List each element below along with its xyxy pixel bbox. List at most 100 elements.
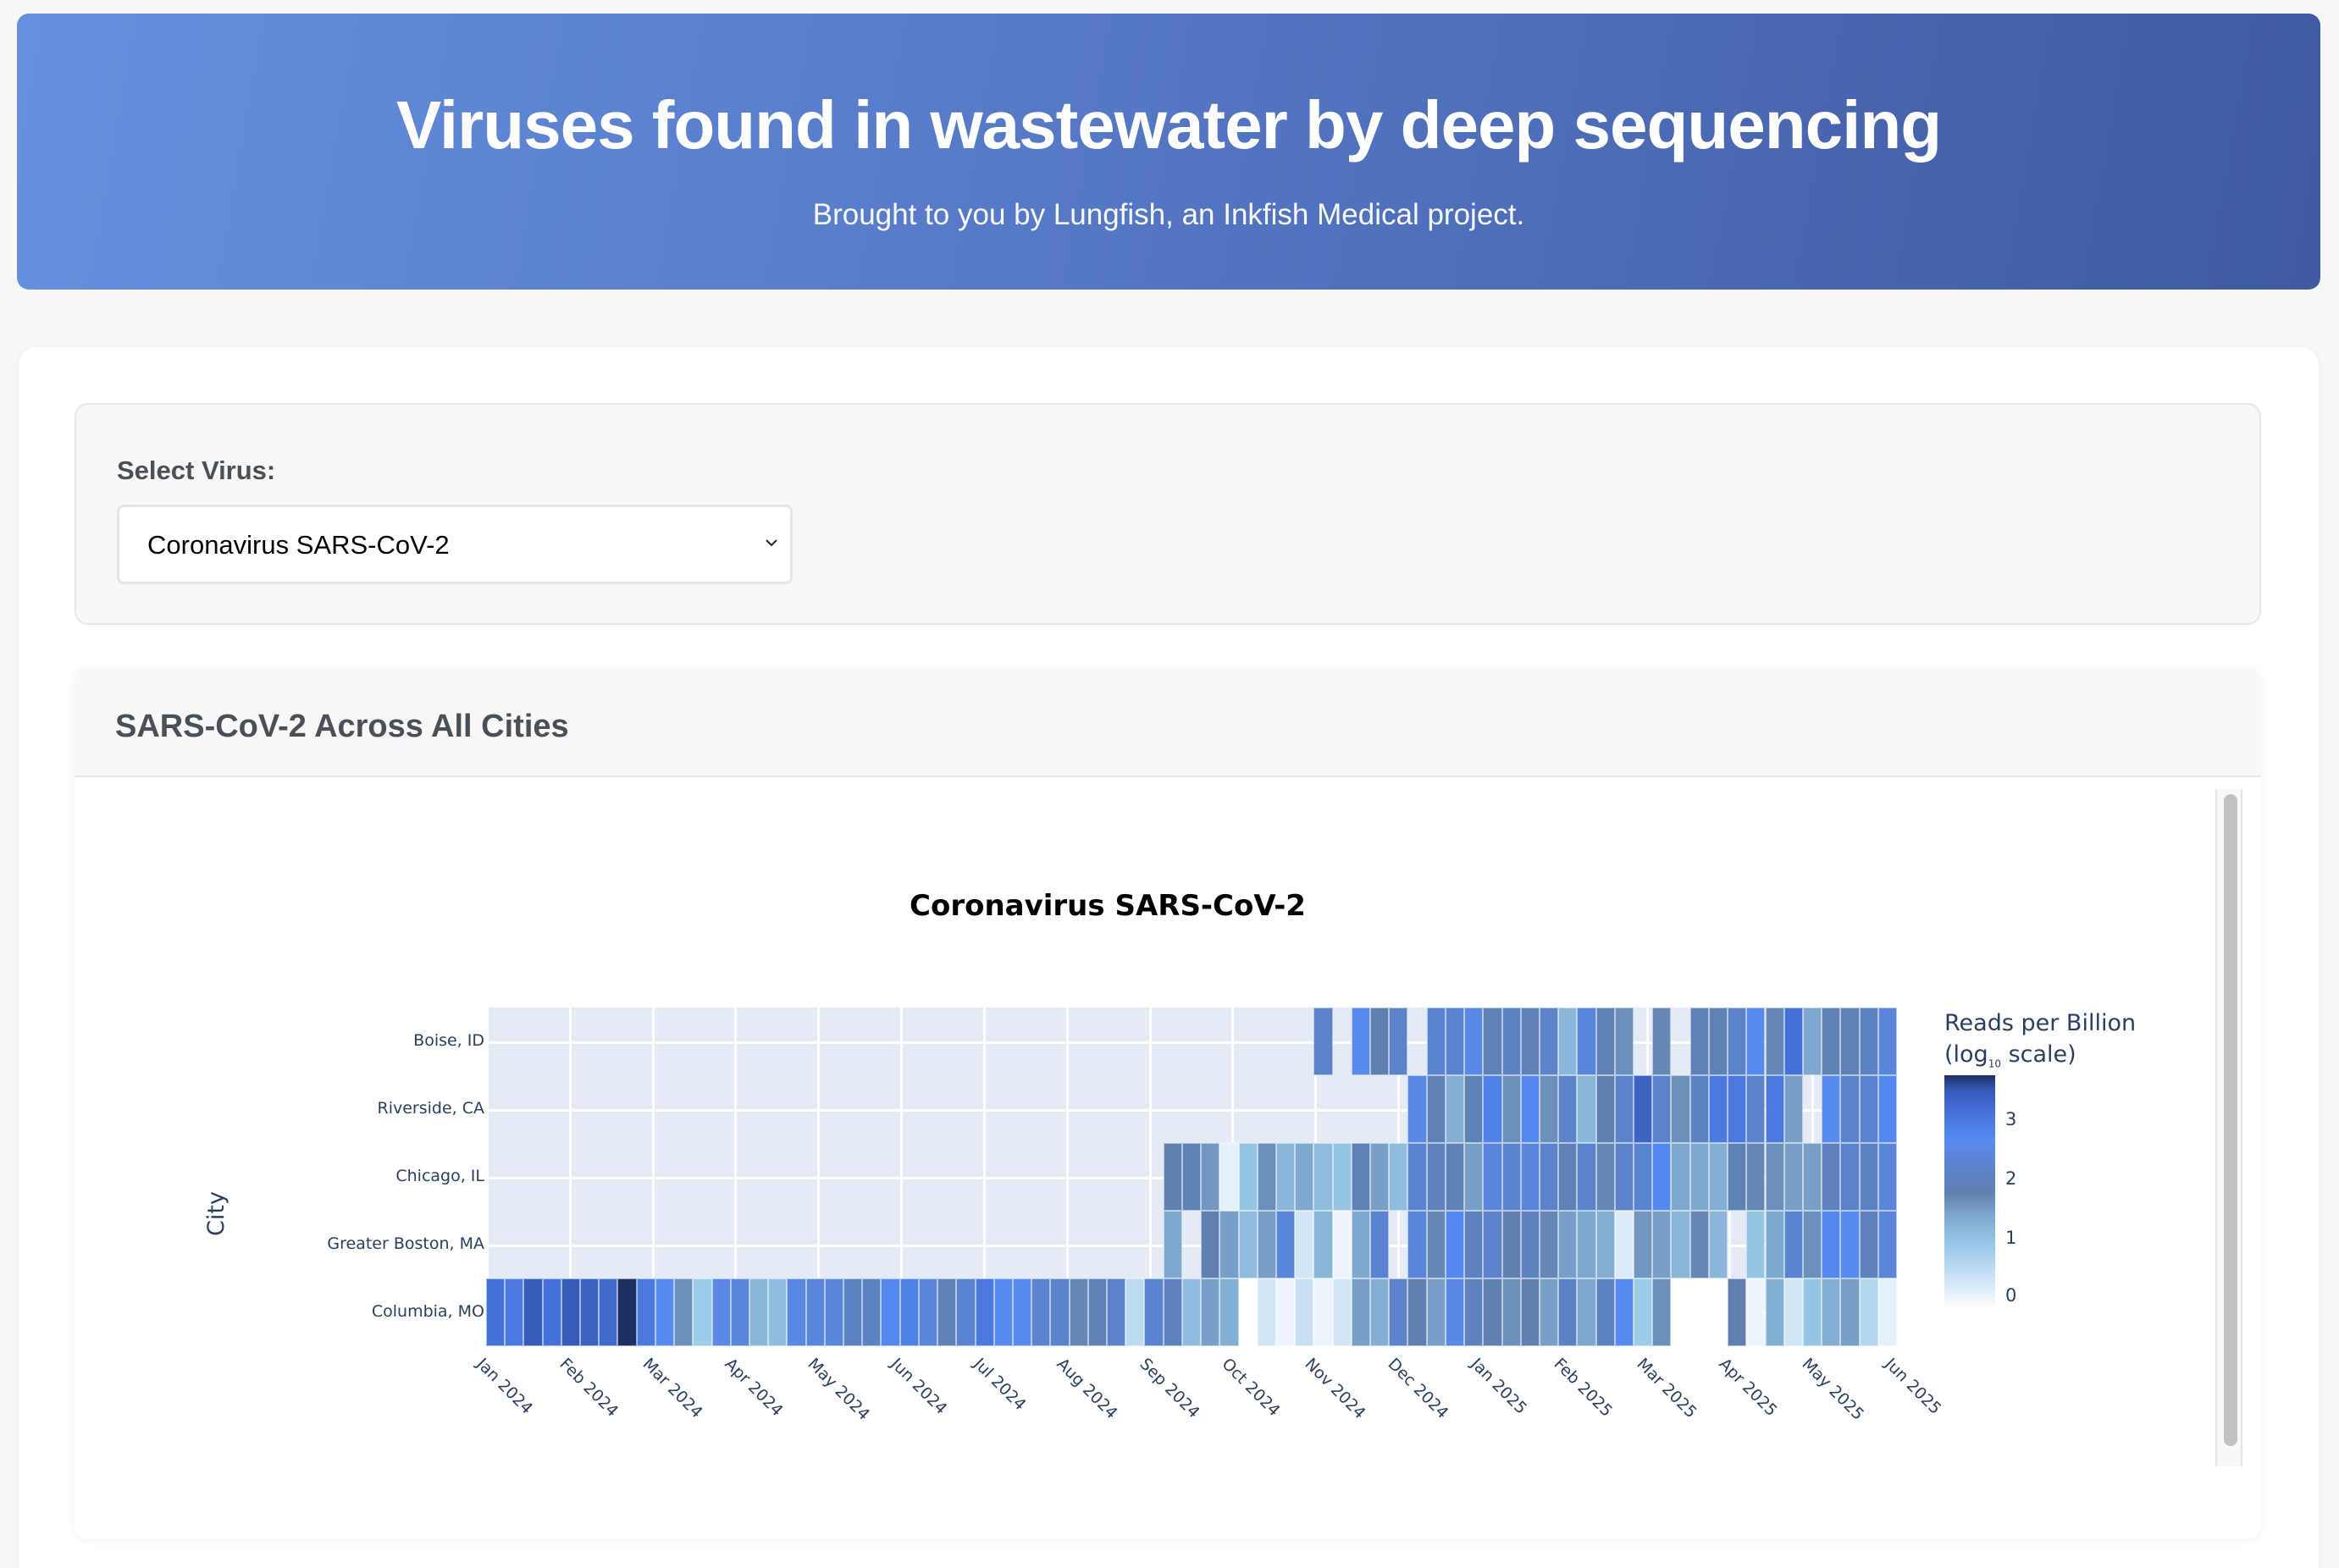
heatmap-cell[interactable] xyxy=(1822,1075,1841,1143)
virus-select[interactable]: Coronavirus SARS-CoV-2 xyxy=(117,505,793,584)
heatmap-cell[interactable] xyxy=(1671,1075,1690,1143)
heatmap-cell[interactable] xyxy=(1483,1075,1502,1143)
heatmap-cell[interactable] xyxy=(1558,1143,1578,1211)
heatmap-cell[interactable] xyxy=(1407,1211,1427,1278)
heatmap-cell[interactable] xyxy=(1257,1278,1276,1346)
heatmap-cell[interactable] xyxy=(1501,1143,1521,1211)
heatmap-cell[interactable] xyxy=(1689,1075,1709,1143)
heatmap-cell[interactable] xyxy=(1859,1143,1878,1211)
heatmap-cell[interactable] xyxy=(1614,1075,1634,1143)
heatmap-cell[interactable] xyxy=(1614,1278,1634,1346)
heatmap-cell[interactable] xyxy=(655,1278,675,1346)
heatmap-cell[interactable] xyxy=(1746,1143,1766,1211)
heatmap-cell[interactable] xyxy=(1351,1143,1371,1211)
heatmap-cell[interactable] xyxy=(711,1278,731,1346)
heatmap-cell[interactable] xyxy=(1351,1211,1371,1278)
heatmap-cell[interactable] xyxy=(1445,1143,1465,1211)
heatmap-cell[interactable] xyxy=(1634,1211,1653,1278)
heatmap-cell[interactable] xyxy=(1595,1278,1615,1346)
heatmap-cell[interactable] xyxy=(1708,1211,1728,1278)
heatmap-cell[interactable] xyxy=(636,1278,655,1346)
heatmap-cell[interactable] xyxy=(1483,1278,1502,1346)
heatmap-cell[interactable] xyxy=(1614,1008,1634,1075)
heatmap-cell[interactable] xyxy=(1802,1278,1822,1346)
heatmap-cell[interactable] xyxy=(1539,1143,1559,1211)
heatmap-cell[interactable] xyxy=(1219,1278,1239,1346)
heatmap-cell[interactable] xyxy=(1087,1278,1108,1346)
heatmap-cell[interactable] xyxy=(1822,1278,1841,1346)
heatmap-cell[interactable] xyxy=(1445,1278,1465,1346)
heatmap-cell[interactable] xyxy=(993,1278,1013,1346)
heatmap-cell[interactable] xyxy=(1877,1143,1897,1211)
heatmap-cell[interactable] xyxy=(1389,1143,1408,1211)
plot-scrollbar[interactable] xyxy=(2215,789,2242,1466)
heatmap-cell[interactable] xyxy=(1708,1008,1728,1075)
heatmap-cell[interactable] xyxy=(1389,1008,1408,1075)
heatmap-cell[interactable] xyxy=(1501,1008,1521,1075)
heatmap-cell[interactable] xyxy=(1445,1008,1465,1075)
heatmap-cell[interactable] xyxy=(787,1278,806,1346)
heatmap-cell[interactable] xyxy=(1577,1278,1596,1346)
heatmap-cell[interactable] xyxy=(1802,1143,1822,1211)
heatmap-cell[interactable] xyxy=(1295,1143,1314,1211)
heatmap-cell[interactable] xyxy=(1689,1143,1709,1211)
heatmap-cell[interactable] xyxy=(1689,1278,1709,1346)
heatmap-cell[interactable] xyxy=(1877,1008,1897,1075)
heatmap-cell[interactable] xyxy=(1181,1278,1202,1346)
heatmap-cell[interactable] xyxy=(1520,1211,1540,1278)
heatmap-cell[interactable] xyxy=(1219,1211,1239,1278)
heatmap-cell[interactable] xyxy=(1577,1143,1596,1211)
heatmap-cell[interactable] xyxy=(1370,1143,1390,1211)
heatmap-cell[interactable] xyxy=(1859,1278,1878,1346)
heatmap-cell[interactable] xyxy=(1370,1278,1390,1346)
heatmap-cell[interactable] xyxy=(1501,1211,1521,1278)
heatmap-cell[interactable] xyxy=(1351,1008,1371,1075)
heatmap-cell[interactable] xyxy=(1483,1008,1502,1075)
heatmap-cell[interactable] xyxy=(1464,1075,1484,1143)
heatmap-cell[interactable] xyxy=(1802,1008,1822,1075)
heatmap-cell[interactable] xyxy=(1859,1075,1878,1143)
heatmap-cell[interactable] xyxy=(1483,1143,1502,1211)
heatmap-cell[interactable] xyxy=(975,1278,994,1346)
heatmap-cell[interactable] xyxy=(1689,1008,1709,1075)
heatmap-cell[interactable] xyxy=(1558,1278,1578,1346)
heatmap-cell[interactable] xyxy=(1050,1278,1070,1346)
heatmap-cell[interactable] xyxy=(1558,1075,1578,1143)
heatmap-cell[interactable] xyxy=(1802,1211,1822,1278)
heatmap-cell[interactable] xyxy=(1163,1278,1182,1346)
heatmap-cell[interactable] xyxy=(1783,1211,1803,1278)
heatmap-cell[interactable] xyxy=(1558,1008,1578,1075)
heatmap-cell[interactable] xyxy=(1671,1211,1690,1278)
heatmap-cell[interactable] xyxy=(1783,1278,1803,1346)
heatmap-cell[interactable] xyxy=(1783,1075,1803,1143)
heatmap-cell[interactable] xyxy=(1840,1008,1860,1075)
heatmap-cell[interactable] xyxy=(881,1278,900,1346)
heatmap-cell[interactable] xyxy=(1275,1278,1296,1346)
heatmap-cell[interactable] xyxy=(1332,1211,1352,1278)
heatmap-cell[interactable] xyxy=(1426,1008,1446,1075)
heatmap-cell[interactable] xyxy=(1614,1211,1634,1278)
heatmap-cell[interactable] xyxy=(1238,1211,1258,1278)
heatmap-cell[interactable] xyxy=(1407,1278,1427,1346)
heatmap-cell[interactable] xyxy=(1219,1143,1239,1211)
heatmap-cell[interactable] xyxy=(1728,1143,1747,1211)
heatmap-cell[interactable] xyxy=(542,1278,561,1346)
heatmap-cell[interactable] xyxy=(1370,1008,1390,1075)
heatmap-cell[interactable] xyxy=(1501,1278,1521,1346)
heatmap-cell[interactable] xyxy=(1859,1211,1878,1278)
heatmap-cell[interactable] xyxy=(1728,1008,1747,1075)
heatmap-cell[interactable] xyxy=(824,1278,844,1346)
heatmap-cell[interactable] xyxy=(1746,1075,1766,1143)
heatmap-cell[interactable] xyxy=(918,1278,938,1346)
heatmap-cell[interactable] xyxy=(1275,1211,1296,1278)
heatmap-cell[interactable] xyxy=(1783,1008,1803,1075)
heatmap-cell[interactable] xyxy=(1275,1143,1296,1211)
heatmap-cell[interactable] xyxy=(1464,1143,1484,1211)
heatmap-cell[interactable] xyxy=(1389,1278,1408,1346)
heatmap-cell[interactable] xyxy=(1201,1143,1220,1211)
heatmap-cell[interactable] xyxy=(1595,1143,1615,1211)
heatmap-cell[interactable] xyxy=(1840,1075,1860,1143)
heatmap-cell[interactable] xyxy=(1728,1075,1747,1143)
heatmap-cell[interactable] xyxy=(937,1278,957,1346)
heatmap-cell[interactable] xyxy=(1689,1211,1709,1278)
